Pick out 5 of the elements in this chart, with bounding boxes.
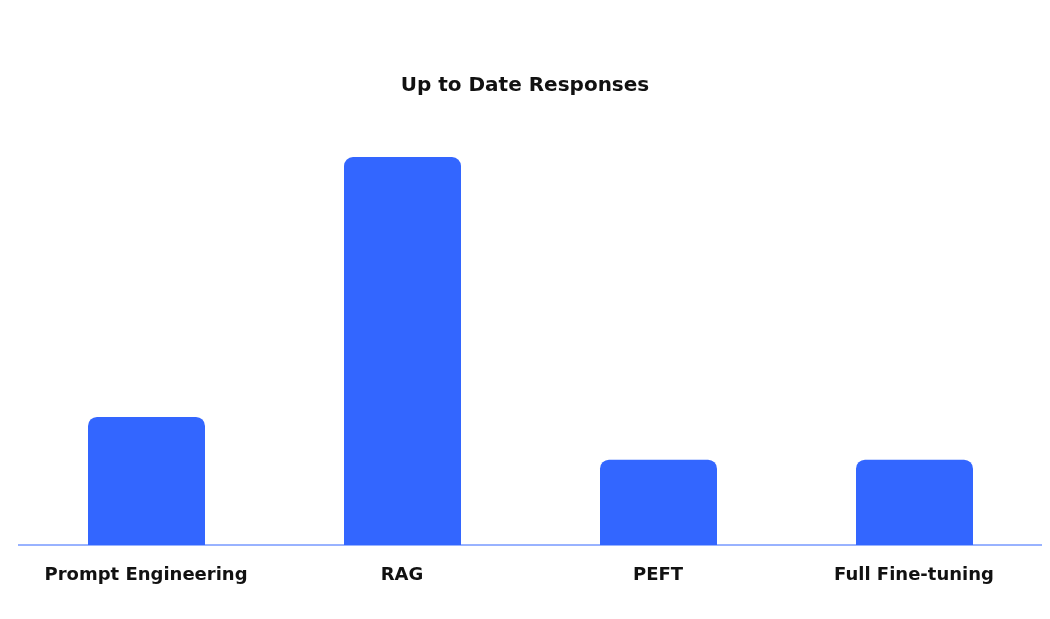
- x-tick-label: Full Fine-tuning: [834, 562, 994, 584]
- x-tick-label: PEFT: [632, 562, 684, 584]
- x-tick-label: Prompt Engineering: [44, 562, 248, 584]
- chart-title: Up to Date Responses: [399, 72, 651, 96]
- x-tick-label: RAG: [380, 562, 424, 584]
